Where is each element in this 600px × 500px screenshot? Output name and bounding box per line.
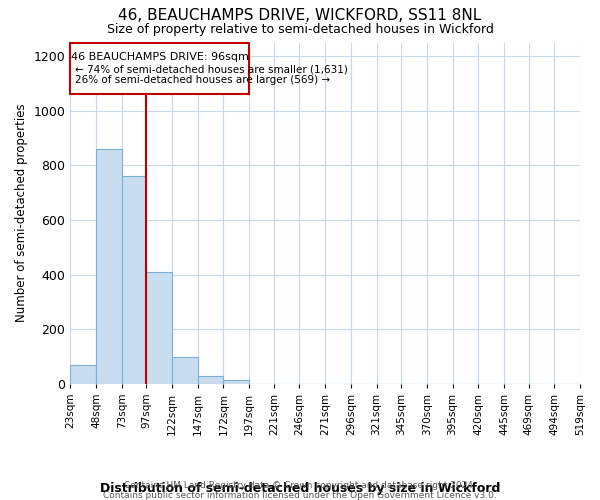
Bar <box>70 364 96 384</box>
Bar <box>70 42 249 94</box>
Y-axis label: Number of semi-detached properties: Number of semi-detached properties <box>15 104 28 322</box>
Text: 46, BEAUCHAMPS DRIVE, WICKFORD, SS11 8NL: 46, BEAUCHAMPS DRIVE, WICKFORD, SS11 8NL <box>118 8 482 22</box>
Bar <box>146 272 172 384</box>
Text: Contains HM Land Registry data © Crown copyright and database right 2024.
Contai: Contains HM Land Registry data © Crown c… <box>103 480 497 500</box>
Text: 46 BEAUCHAMPS DRIVE: 96sqm: 46 BEAUCHAMPS DRIVE: 96sqm <box>71 52 248 62</box>
Bar <box>223 380 249 384</box>
Text: Distribution of semi-detached houses by size in Wickford: Distribution of semi-detached houses by … <box>100 482 500 495</box>
Bar <box>122 176 146 384</box>
Text: ← 74% of semi-detached houses are smaller (1,631): ← 74% of semi-detached houses are smalle… <box>76 64 349 74</box>
Bar <box>172 356 198 384</box>
Bar <box>96 149 122 384</box>
Bar <box>198 376 223 384</box>
Text: 26% of semi-detached houses are larger (569) →: 26% of semi-detached houses are larger (… <box>76 76 331 86</box>
Text: Size of property relative to semi-detached houses in Wickford: Size of property relative to semi-detach… <box>107 22 493 36</box>
